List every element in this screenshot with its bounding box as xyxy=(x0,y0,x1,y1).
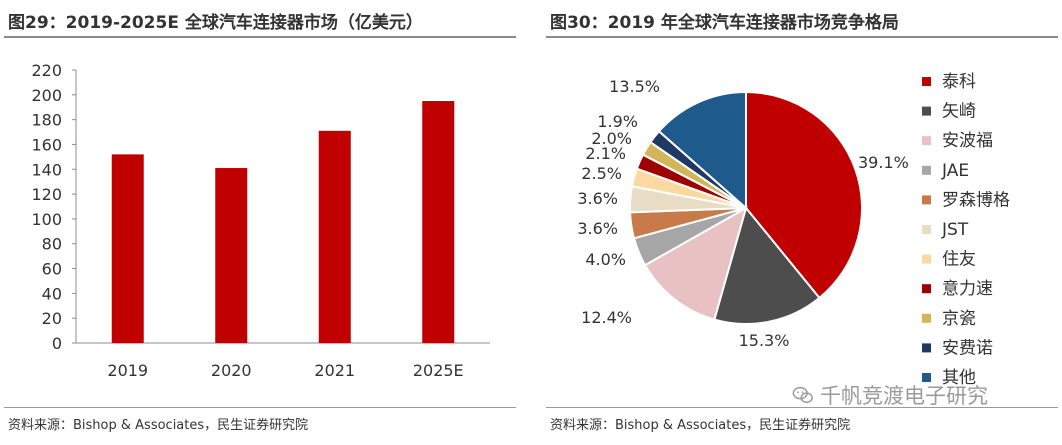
bar-chart: 0 20 40 60 80 100 120 140 160 180 200 220 2019 2020 20… xyxy=(31,61,490,380)
y-tick-label: 180 xyxy=(31,111,62,130)
legend-swatch xyxy=(922,284,931,294)
pie-slice-其他 xyxy=(657,90,747,211)
watermark-text: 千帆竞渡电子研究 xyxy=(820,384,988,408)
slice-value-label: 12.4% xyxy=(581,308,632,327)
bar-chart-panel: 图29：2019-2025E 全球汽车连接器市场（亿美元） 0 20 40 60 80 1… xyxy=(0,0,520,445)
y-tick-label: 140 xyxy=(31,160,62,179)
wechat-icon xyxy=(792,386,813,404)
legend-label: JST xyxy=(941,220,969,240)
legend-swatch xyxy=(922,77,931,86)
legend-swatch xyxy=(922,343,931,353)
slice-value-label: 1.9% xyxy=(597,112,638,131)
legend-label: 其他 xyxy=(942,368,976,388)
bar-chart-source: 资料来源：Bishop & Associates，民生证券研究院 xyxy=(8,418,309,433)
legend-label: 安波福 xyxy=(942,131,993,151)
x-tick-label: 2025E xyxy=(413,361,464,380)
title-divider xyxy=(546,36,1058,38)
legend-label: 矢崎 xyxy=(942,102,976,122)
slice-value-label: 4.0% xyxy=(585,250,626,269)
y-tick-label: 220 xyxy=(31,61,62,80)
bar-2025E xyxy=(422,101,455,343)
y-tick-label: 120 xyxy=(31,185,62,204)
legend-label: 罗森博格 xyxy=(942,190,1010,210)
legend-swatch xyxy=(922,195,931,205)
bar-2019 xyxy=(111,154,144,343)
pie-chart: 39.1%15.3%12.4%4.0%3.6%3.6%2.5%2.1%2.0%1… xyxy=(577,72,1010,388)
legend-label: 意力速 xyxy=(942,279,993,299)
pie-chart-source: 资料来源：Bishop & Associates，民生证券研究院 xyxy=(550,418,851,433)
legend-swatch xyxy=(922,225,931,234)
y-tick-label: 0 xyxy=(52,334,62,353)
y-tick-label: 200 xyxy=(31,86,62,105)
watermark: 千帆竞渡电子研究 xyxy=(792,380,988,410)
title-divider xyxy=(4,36,516,38)
pie-chart-panel: 图30：2019 年全球汽车连接器市场竞争格局 39.1% 15.3% 12.4% 4… xyxy=(542,0,1062,445)
pie-slice-矢崎 xyxy=(713,205,821,325)
bar-2021 xyxy=(318,130,351,343)
slice-value-label: 3.6% xyxy=(577,219,618,238)
slice-value-label: 39.1% xyxy=(858,153,909,172)
y-tick-label: 100 xyxy=(31,210,62,229)
legend-label: 京瓷 xyxy=(942,309,976,329)
legend-swatch xyxy=(922,254,931,264)
source-divider xyxy=(546,407,1058,408)
slice-value-label: 2.5% xyxy=(581,164,622,183)
slice-value-label: 2.0% xyxy=(591,129,632,148)
bar-chart-title: 图29：2019-2025E 全球汽车连接器市场（亿美元） xyxy=(8,13,423,33)
legend-swatch xyxy=(922,106,931,116)
slice-value-label: 15.3% xyxy=(739,331,790,350)
y-tick-label: 40 xyxy=(42,284,62,303)
legend-label: JAE xyxy=(941,161,969,181)
pie-chart-title: 图30：2019 年全球汽车连接器市场竞争格局 xyxy=(550,13,899,33)
legend-swatch xyxy=(922,373,931,382)
slice-value-label: 3.6% xyxy=(577,189,618,208)
pie-slice-安波福 xyxy=(643,205,748,321)
legend-swatch xyxy=(922,165,931,175)
slice-value-label: 13.5% xyxy=(609,77,660,96)
slice-value-label: 2.1% xyxy=(585,144,626,163)
legend-swatch xyxy=(922,313,931,323)
x-tick-label: 2021 xyxy=(314,361,355,380)
legend-label: 住友 xyxy=(942,250,976,270)
y-tick-label: 20 xyxy=(42,309,62,328)
y-tick-label: 80 xyxy=(42,235,62,254)
legend-label: 安费诺 xyxy=(942,338,993,358)
bar-2020 xyxy=(215,168,248,343)
legend-swatch xyxy=(922,136,931,146)
legend-label: 泰科 xyxy=(942,72,976,92)
pie-slice-泰科 xyxy=(745,90,863,300)
source-divider xyxy=(4,407,516,408)
x-tick-label: 2020 xyxy=(211,361,252,380)
y-tick-label: 60 xyxy=(42,260,62,279)
y-tick-label: 160 xyxy=(31,135,62,154)
x-tick-label: 2019 xyxy=(107,361,148,380)
